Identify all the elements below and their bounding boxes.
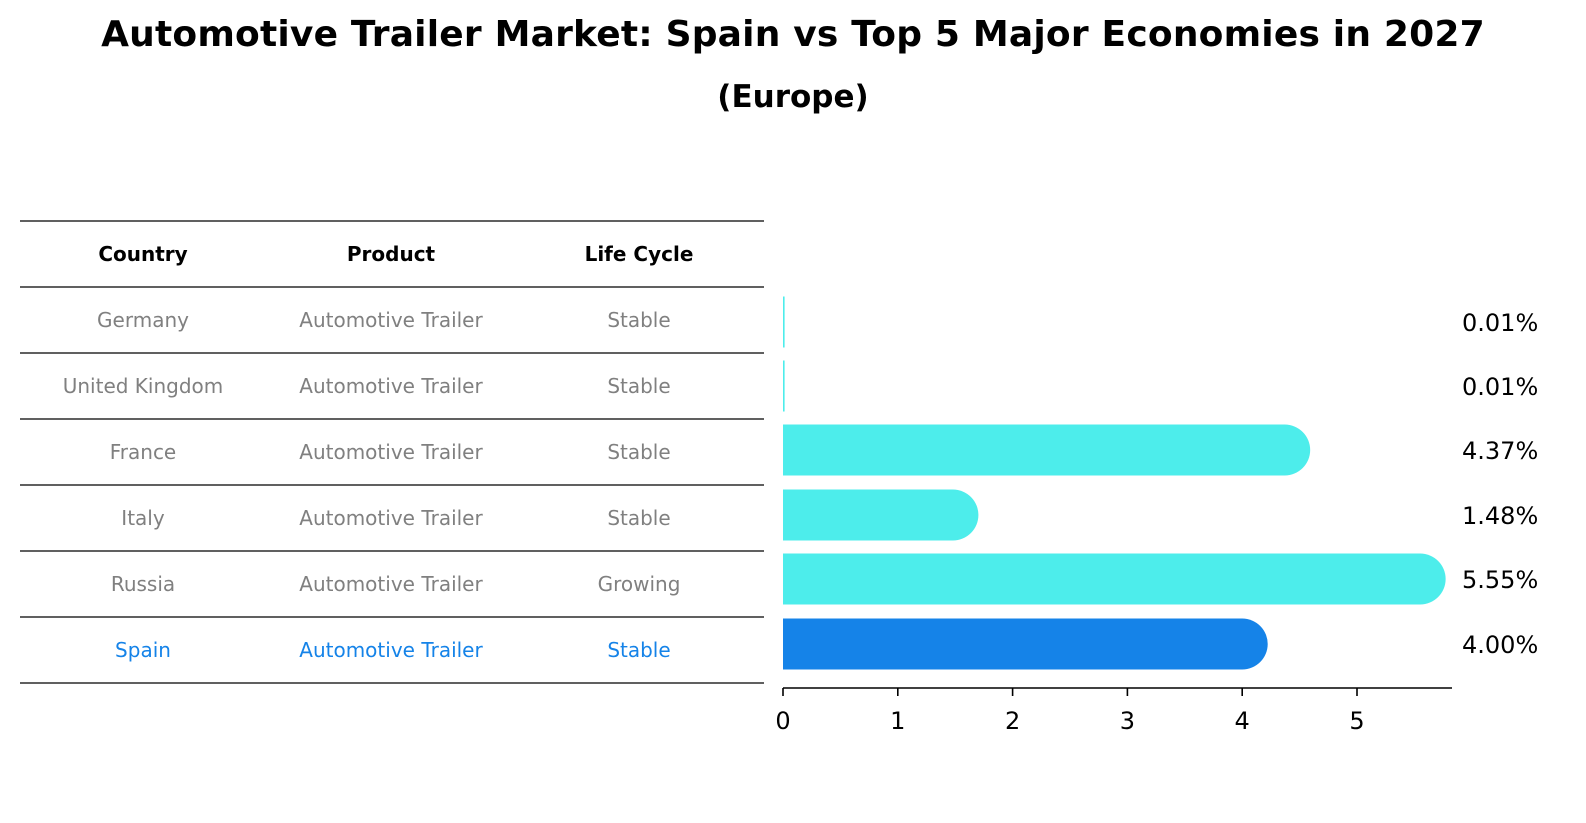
table-cell-life-cycle: Stable [607, 638, 670, 662]
chart-title: Automotive Trailer Market: Spain vs Top … [101, 14, 1485, 55]
x-tick-label: 1 [890, 707, 905, 735]
table-cell-country: Spain [115, 638, 171, 662]
bar-spain [783, 618, 1268, 670]
table-header-country: Country [98, 242, 187, 266]
x-tick-label: 2 [1005, 707, 1020, 735]
table-cell-life-cycle: Stable [607, 440, 670, 464]
table-cell-country: France [110, 440, 177, 464]
table-cell-life-cycle: Growing [598, 572, 681, 596]
table-cell-life-cycle: Stable [607, 374, 670, 398]
value-labels: 0.01% 0.01% 4.37% 1.48% 5.55% 4.00% [1462, 309, 1538, 659]
bar-germany [783, 296, 785, 348]
bar-series [783, 296, 1446, 670]
table-cell-product: Automotive Trailer [299, 440, 483, 464]
chart-subtitle: (Europe) [717, 79, 869, 115]
x-tick-label: 0 [775, 707, 790, 735]
bar-united-kingdom [783, 360, 785, 412]
table-header-life-cycle: Life Cycle [585, 242, 694, 266]
x-axis: 0 1 2 3 4 5 [775, 687, 1452, 735]
table-cell-product: Automotive Trailer [299, 374, 483, 398]
bar-italy [783, 489, 979, 541]
value-label: 4.00% [1462, 631, 1538, 659]
table-cell-country: United Kingdom [63, 374, 224, 398]
table-cell-product: Automotive Trailer [299, 506, 483, 530]
table-cell-product: Automotive Trailer [299, 308, 483, 332]
table-cell-product: Automotive Trailer [299, 572, 483, 596]
table-cell-country: Germany [97, 308, 189, 332]
value-label: 4.37% [1462, 437, 1538, 465]
value-label: 0.01% [1462, 373, 1538, 401]
table-cell-country: Russia [111, 572, 175, 596]
table-header-product: Product [347, 242, 436, 266]
data-table: Country Product Life Cycle Germany Automotiv… [20, 220, 764, 684]
x-tick-label: 3 [1120, 707, 1135, 735]
bar-france [783, 424, 1311, 476]
value-label: 0.01% [1462, 309, 1538, 337]
table-cell-country: Italy [121, 506, 165, 530]
table-cell-life-cycle: Stable [607, 506, 670, 530]
table-cell-product: Automotive Trailer [299, 638, 483, 662]
value-label: 1.48% [1462, 502, 1538, 530]
x-tick-label: 4 [1235, 707, 1250, 735]
value-label: 5.55% [1462, 566, 1538, 594]
x-tick-label: 5 [1349, 707, 1364, 735]
table-cell-life-cycle: Stable [607, 308, 670, 332]
bar-russia [783, 553, 1446, 605]
